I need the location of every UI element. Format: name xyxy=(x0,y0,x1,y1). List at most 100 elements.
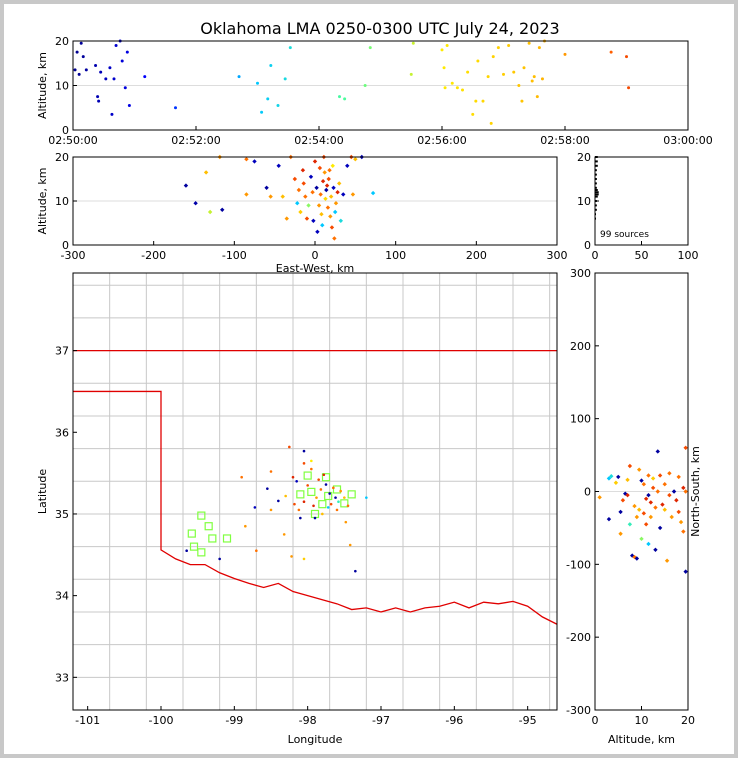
source-point xyxy=(127,104,131,108)
y-tick-label: 10 xyxy=(577,195,591,208)
source-point xyxy=(681,485,686,491)
source-point xyxy=(627,522,633,527)
source-point xyxy=(120,59,124,63)
y-tick-label: -300 xyxy=(566,704,591,717)
source-point xyxy=(280,194,285,199)
source-point xyxy=(476,59,480,63)
plan-view-frame xyxy=(72,272,558,711)
x-tick-label: -96 xyxy=(445,714,463,727)
source-point xyxy=(653,547,658,552)
source-point xyxy=(320,179,326,184)
source-point xyxy=(269,508,273,512)
histogram-bar xyxy=(595,178,597,180)
source-point xyxy=(461,88,464,92)
source-point xyxy=(537,46,541,50)
northsouth-altitude-panel: 0 10 20 -300 -200 -100 0 100 200 300 Altitude, km N… xyxy=(566,267,702,746)
source-point xyxy=(260,110,264,114)
source-point xyxy=(334,496,337,499)
x-axis-label: Longitude xyxy=(288,733,343,746)
histogram-bar xyxy=(595,169,597,172)
x-tick-label: 02:52:00 xyxy=(171,134,220,147)
lma-station xyxy=(307,487,316,497)
y-tick-label: 300 xyxy=(570,267,591,280)
source-point xyxy=(331,185,336,190)
source-point xyxy=(325,205,331,210)
source-point xyxy=(346,504,350,508)
source-point xyxy=(353,157,358,162)
source-point xyxy=(310,467,313,471)
x-tick-label: 50 xyxy=(635,249,649,262)
source-point xyxy=(322,170,327,175)
source-point xyxy=(298,209,303,215)
source-point xyxy=(411,41,415,45)
source-point xyxy=(84,68,88,72)
source-point xyxy=(496,46,500,50)
source-point xyxy=(507,43,511,47)
source-point xyxy=(303,194,308,199)
source-point xyxy=(293,502,296,506)
source-point xyxy=(636,507,642,512)
source-point xyxy=(312,504,315,508)
x-tick-label: 02:56:00 xyxy=(417,134,466,147)
source-point xyxy=(343,496,346,499)
source-point xyxy=(312,159,318,164)
source-point xyxy=(335,508,339,512)
x-tick-label: -100 xyxy=(222,249,247,262)
altitude-time-frame xyxy=(72,40,689,131)
x-tick-label: 0 xyxy=(592,714,599,727)
source-point xyxy=(288,46,292,50)
source-point xyxy=(625,477,630,483)
source-point xyxy=(143,75,147,79)
source-point xyxy=(276,104,280,108)
source-point xyxy=(276,163,281,168)
lma-station xyxy=(189,542,199,551)
source-point xyxy=(681,529,686,534)
source-point xyxy=(284,494,287,498)
source-point xyxy=(676,509,681,515)
source-point xyxy=(683,489,688,494)
y-axis-label: Altitude, km xyxy=(36,167,49,234)
source-point xyxy=(290,555,293,558)
histogram-bar xyxy=(595,186,597,189)
source-point xyxy=(318,192,323,197)
source-point xyxy=(297,508,301,512)
source-point xyxy=(220,207,225,212)
source-point xyxy=(207,209,213,215)
altitude-eastwest-frame xyxy=(72,156,558,246)
x-tick-label: -300 xyxy=(61,249,86,262)
y-tick-label: 37 xyxy=(55,345,69,358)
source-point xyxy=(630,553,635,558)
y-tick-label: -100 xyxy=(566,558,591,571)
source-point xyxy=(302,557,306,561)
y-tick-label: 20 xyxy=(55,151,69,164)
x-tick-label: 02:54:00 xyxy=(294,134,343,147)
source-point xyxy=(269,63,273,67)
source-point xyxy=(252,159,257,164)
source-point xyxy=(268,194,273,199)
source-point xyxy=(683,569,688,574)
x-tick-label: 20 xyxy=(681,714,695,727)
histogram-bar xyxy=(595,189,598,191)
source-point xyxy=(455,86,459,90)
source-point xyxy=(618,531,623,536)
source-point xyxy=(341,192,346,197)
source-point xyxy=(288,445,291,449)
source-point xyxy=(335,190,340,195)
source-point xyxy=(597,495,602,500)
source-point xyxy=(625,55,628,59)
x-axis-label: Altitude, km xyxy=(608,733,675,746)
source-point xyxy=(450,81,454,85)
source-point xyxy=(616,474,621,480)
source-point xyxy=(345,163,350,168)
source-point xyxy=(315,229,320,234)
source-point xyxy=(522,66,526,70)
source-point xyxy=(237,75,241,79)
source-point xyxy=(343,97,347,101)
source-point xyxy=(517,84,521,87)
histogram-bar xyxy=(595,195,598,198)
altitude-time-panel: 02:50:00 02:52:00 02:54:00 02:56:00 02:58:00… xyxy=(36,35,713,147)
x-tick-label: 10 xyxy=(635,714,649,727)
source-point xyxy=(609,474,614,479)
source-point xyxy=(324,183,330,188)
histogram-bar xyxy=(595,191,599,194)
